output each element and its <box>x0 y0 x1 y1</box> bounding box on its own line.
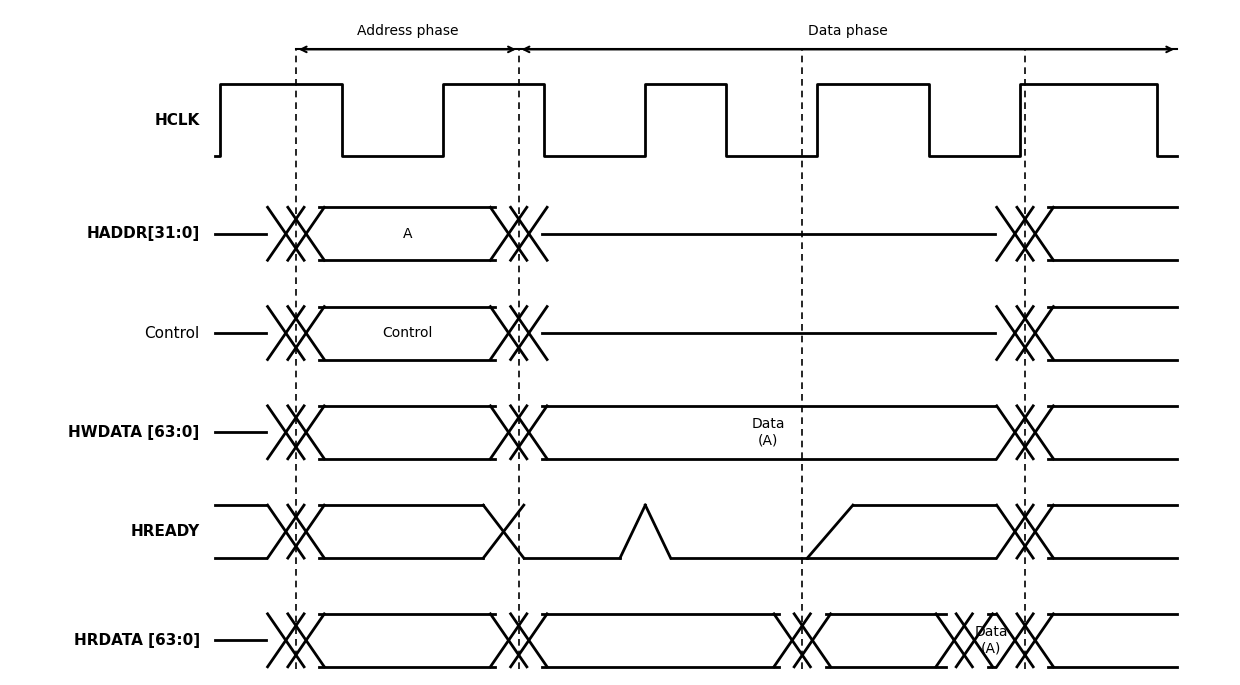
Text: A: A <box>403 227 412 240</box>
Text: HADDR[31:0]: HADDR[31:0] <box>87 226 200 241</box>
Text: HREADY: HREADY <box>130 524 200 539</box>
Text: HCLK: HCLK <box>155 113 200 128</box>
Text: Control: Control <box>382 326 433 340</box>
Text: Data
(A): Data (A) <box>751 417 785 447</box>
Text: Address phase: Address phase <box>357 24 458 38</box>
Text: HRDATA [63:0]: HRDATA [63:0] <box>73 633 200 648</box>
Text: HWDATA [63:0]: HWDATA [63:0] <box>68 425 200 440</box>
Text: Data
(A): Data (A) <box>975 625 1008 656</box>
Text: Control: Control <box>145 325 200 340</box>
Text: Data phase: Data phase <box>808 24 888 38</box>
